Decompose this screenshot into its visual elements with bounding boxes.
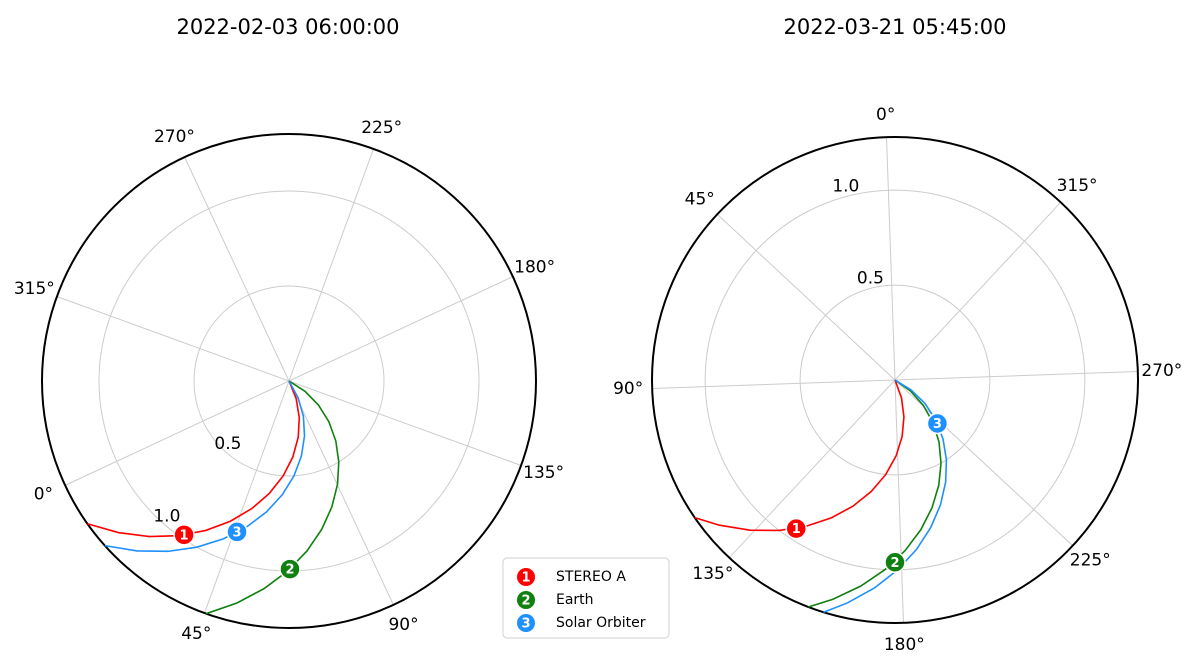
legend: 1 STEREO A 2 Earth 3 Solar Orbiter [502,557,670,639]
legend-marker-label: 3 [521,617,530,632]
marker-label: 2 [890,556,899,571]
r-tick-label: 0.5 [214,434,241,454]
grid-line [728,379,896,559]
theta-tick-label: 45° [181,624,211,644]
grid-line [204,380,290,614]
spiral-line [808,379,942,608]
theta-tick-label: 225° [1070,551,1111,571]
legend-label: STEREO A [556,569,626,585]
legend-marker [517,614,535,632]
r-tick-label: 1.0 [832,177,859,197]
spiral-line [823,379,948,614]
theta-tick-label: 0° [876,105,895,125]
body-marker [173,524,195,546]
legend-marker [517,568,535,586]
theta-tick-label: 315° [1057,176,1098,196]
r-tick-label: 1.0 [153,507,180,527]
grid-line [184,156,290,382]
grid-ring [193,285,385,477]
grid-line [288,148,374,382]
grid-line [56,296,290,382]
grid-line [652,379,896,389]
body-marker [785,517,807,540]
spiral-line [205,380,340,615]
legend-label: Earth [556,592,594,608]
chart-title: 2022-03-21 05:45:00 [783,15,1006,39]
r-tick-label: 0.5 [857,268,884,288]
marker-label: 3 [933,417,942,432]
spiral-line [104,380,306,553]
marker-label: 3 [233,525,242,540]
theta-tick-label: 90° [388,615,418,635]
theta-tick-label: 0° [34,485,53,505]
body-marker [279,558,301,580]
grid-line [894,371,1138,381]
grid-line [886,137,896,381]
polar-spine [41,133,537,629]
theta-tick-label: 180° [514,257,555,277]
grid-line [288,276,514,382]
marker-label: 1 [180,528,189,543]
body-marker [226,521,248,543]
theta-tick-label: 270° [1141,361,1182,381]
theta-tick-label: 225° [361,118,402,138]
theta-tick-label: 315° [14,279,55,299]
spiral-line [87,380,301,538]
grid-ring [799,284,991,476]
grid-line [288,380,522,466]
theta-tick-label: 45° [685,189,715,209]
spiral-line [694,379,905,532]
marker-label: 2 [285,563,294,578]
grid-line [894,379,1074,547]
theta-tick-label: 135° [692,564,733,584]
polar-spine [651,136,1139,624]
grid-line [894,201,1062,381]
legend-marker-label: 1 [521,571,530,586]
chart-title: 2022-02-03 06:00:00 [176,15,399,39]
grid-line [716,213,896,381]
theta-tick-label: 270° [154,127,195,147]
body-marker [884,551,906,573]
legend-marker [517,591,535,609]
theta-tick-label: 90° [613,379,643,399]
theta-tick-label: 180° [884,635,925,655]
legend-label: Solar Orbiter [556,615,646,631]
grid-line [64,380,290,486]
legend-frame [502,557,670,639]
body-marker [926,412,949,435]
grid-line [894,379,904,623]
grid-line [288,380,394,606]
theta-tick-label: 135° [523,463,564,483]
marker-label: 1 [792,522,801,537]
legend-marker-label: 2 [521,594,530,609]
